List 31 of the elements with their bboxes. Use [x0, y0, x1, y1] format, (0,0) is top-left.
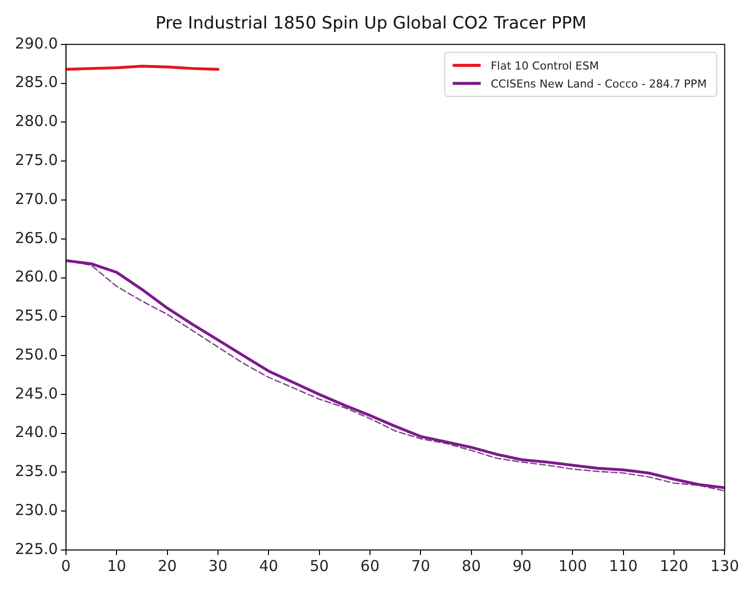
- y-tick-label: 280.0: [14, 112, 58, 130]
- x-tick-label: 30: [208, 556, 228, 575]
- x-tick-label: 0: [61, 556, 71, 575]
- x-tick-label: 50: [310, 556, 329, 575]
- y-tick-label: 290.0: [14, 34, 58, 52]
- y-tick-label: 275.0: [14, 150, 58, 169]
- y-tick-label: 255.0: [14, 306, 58, 325]
- x-tick-label: 80: [462, 556, 481, 575]
- x-tick-label: 40: [259, 556, 278, 575]
- x-tick-label: 10: [107, 556, 126, 575]
- y-tick-label: 250.0: [14, 345, 58, 364]
- x-tick-label: 110: [609, 556, 638, 575]
- x-tick-label: 130: [710, 556, 740, 575]
- y-tick-label: 285.0: [14, 73, 58, 92]
- x-tick-label: 90: [512, 556, 532, 575]
- y-tick-label: 260.0: [14, 268, 58, 286]
- y-tick-label: 240.0: [14, 423, 58, 442]
- y-tick-label: 230.0: [14, 501, 58, 519]
- legend-label: Flat 10 Control ESM: [490, 59, 599, 72]
- y-tick-label: 225.0: [14, 540, 58, 558]
- legend-label: CCISEns New Land - Cocco - 284.7 PPM: [490, 77, 707, 90]
- chart-title: Pre Industrial 1850 Spin Up Global CO2 Tracer PPM: [155, 14, 587, 34]
- x-tick-label: 120: [660, 556, 688, 575]
- y-tick-label: 270.0: [14, 190, 58, 208]
- x-tick-label: 20: [158, 556, 177, 575]
- y-tick-label: 235.0: [14, 462, 58, 480]
- y-tick-label: 265.0: [14, 228, 58, 247]
- y-tick-label: 245.0: [14, 384, 58, 402]
- x-tick-label: 70: [411, 556, 430, 575]
- x-tick-label: 60: [360, 556, 380, 575]
- x-tick-label: 100: [558, 556, 587, 575]
